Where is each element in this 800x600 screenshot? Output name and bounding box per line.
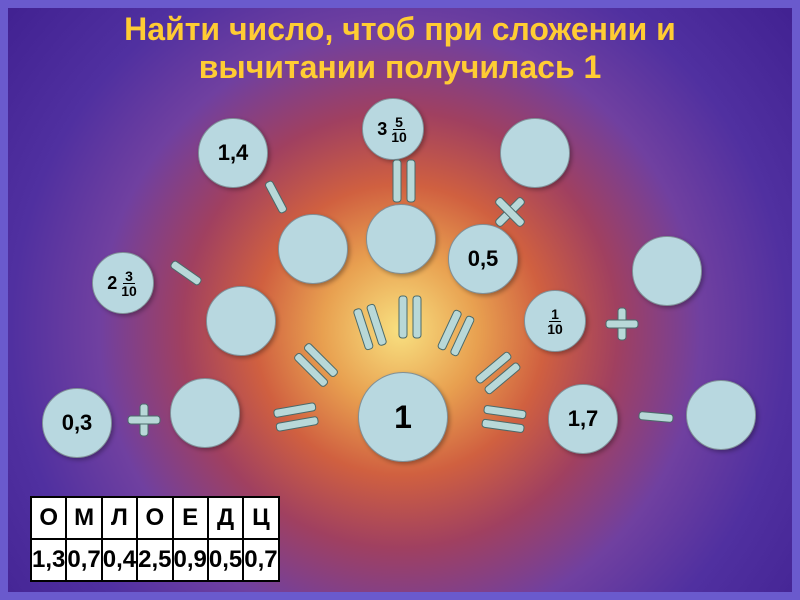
table-header-cell: О — [31, 497, 66, 539]
table-header-cell: Л — [102, 497, 137, 539]
outer-circle-right — [686, 380, 756, 450]
op1-left — [126, 402, 162, 438]
op1-top — [391, 159, 417, 203]
table-value-cell: 2,5 — [137, 539, 172, 581]
title-line-2: вычитании получилась 1 — [0, 48, 800, 86]
op1-right — [637, 408, 674, 425]
table-value-row: 1,30,70,42,50,90,50,7 — [31, 539, 279, 581]
title-line-1: Найти число, чтоб при сложении и — [0, 10, 800, 48]
table-value-cell: 0,4 — [102, 539, 137, 581]
table-value-cell: 0,5 — [208, 539, 243, 581]
table-header-cell: М — [66, 497, 101, 539]
outer-circle-left_up: 2310 — [92, 252, 154, 314]
table-header-cell: Е — [173, 497, 208, 539]
inner-circle-left — [170, 378, 240, 448]
table-header-cell: Ц — [243, 497, 278, 539]
outer-circle-right_up — [632, 236, 702, 306]
table-value-cell: 0,9 — [173, 539, 208, 581]
table-header-row: ОМЛОЕДЦ — [31, 497, 279, 539]
outer-circle-top_left: 1,4 — [198, 118, 268, 188]
op1-right_up — [604, 306, 640, 342]
answer-table: ОМЛОЕДЦ 1,30,70,42,50,90,50,7 — [30, 496, 280, 582]
inner-circle-right_up: 110 — [524, 290, 586, 352]
op1-top_right — [492, 194, 528, 230]
center-circle: 1 — [358, 372, 448, 462]
inner-circle-left_up — [206, 286, 276, 356]
inner-circle-right: 1,7 — [548, 384, 618, 454]
outer-circle-top_right — [500, 118, 570, 188]
table-header-cell: О — [137, 497, 172, 539]
table-value-cell: 0,7 — [66, 539, 101, 581]
outer-circle-left: 0,3 — [42, 388, 112, 458]
table-header-cell: Д — [208, 497, 243, 539]
op2-top — [397, 295, 423, 339]
inner-circle-top — [366, 204, 436, 274]
slide-title: Найти число, чтоб при сложении и вычитан… — [0, 10, 800, 87]
table-value-cell: 1,3 — [31, 539, 66, 581]
inner-circle-top_right: 0,5 — [448, 224, 518, 294]
inner-circle-top_left — [278, 214, 348, 284]
table-value-cell: 0,7 — [243, 539, 278, 581]
outer-circle-top: 3510 — [362, 98, 424, 160]
